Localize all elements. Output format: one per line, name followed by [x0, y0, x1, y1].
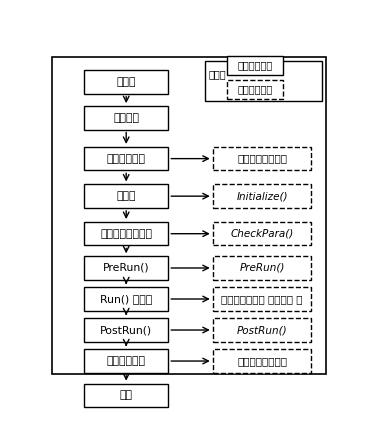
- Bar: [52, 57, 326, 374]
- Bar: [213, 147, 311, 170]
- Text: PostRun(): PostRun(): [100, 325, 152, 335]
- Text: 事件驱动循环（ 处理数据 ）: 事件驱动循环（ 处理数据 ）: [221, 294, 303, 304]
- Text: CheckPara(): CheckPara(): [230, 229, 294, 239]
- Bar: [84, 318, 168, 342]
- Bar: [84, 287, 168, 311]
- Bar: [84, 222, 168, 245]
- Text: 说明：: 说明：: [208, 70, 226, 79]
- Bar: [227, 80, 283, 99]
- Text: 卸载功能模块: 卸载功能模块: [107, 356, 146, 366]
- Text: 初始化: 初始化: [117, 191, 136, 201]
- Bar: [213, 318, 311, 342]
- Text: PreRun(): PreRun(): [103, 263, 149, 273]
- Text: 退出: 退出: [120, 391, 133, 400]
- Bar: [84, 106, 168, 130]
- Text: 功能模块线程: 功能模块线程: [237, 84, 273, 95]
- Text: PreRun(): PreRun(): [239, 263, 285, 273]
- Text: 加载功能模块: 加载功能模块: [107, 153, 146, 164]
- Bar: [213, 184, 311, 208]
- Bar: [84, 349, 168, 373]
- Text: Run() 启动线: Run() 启动线: [100, 294, 152, 304]
- Bar: [213, 222, 311, 245]
- Text: 功能模块析构函数: 功能模块析构函数: [237, 356, 287, 366]
- Bar: [84, 147, 168, 170]
- Bar: [84, 256, 168, 280]
- Text: 设置功能模块参数: 设置功能模块参数: [100, 229, 152, 239]
- Bar: [227, 56, 283, 75]
- Bar: [84, 184, 168, 208]
- Text: 执行控制主线: 执行控制主线: [237, 61, 273, 70]
- Bar: [213, 287, 311, 311]
- Text: PostRun(): PostRun(): [237, 325, 287, 335]
- Text: 初始化: 初始化: [117, 77, 136, 87]
- Bar: [213, 256, 311, 280]
- Bar: [84, 384, 168, 407]
- Text: Initialize(): Initialize(): [236, 191, 288, 201]
- Bar: [205, 61, 322, 101]
- Text: 功能模块构造函数: 功能模块构造函数: [237, 153, 287, 164]
- Bar: [213, 349, 311, 373]
- Bar: [84, 70, 168, 94]
- Text: 作业解析: 作业解析: [113, 113, 139, 123]
